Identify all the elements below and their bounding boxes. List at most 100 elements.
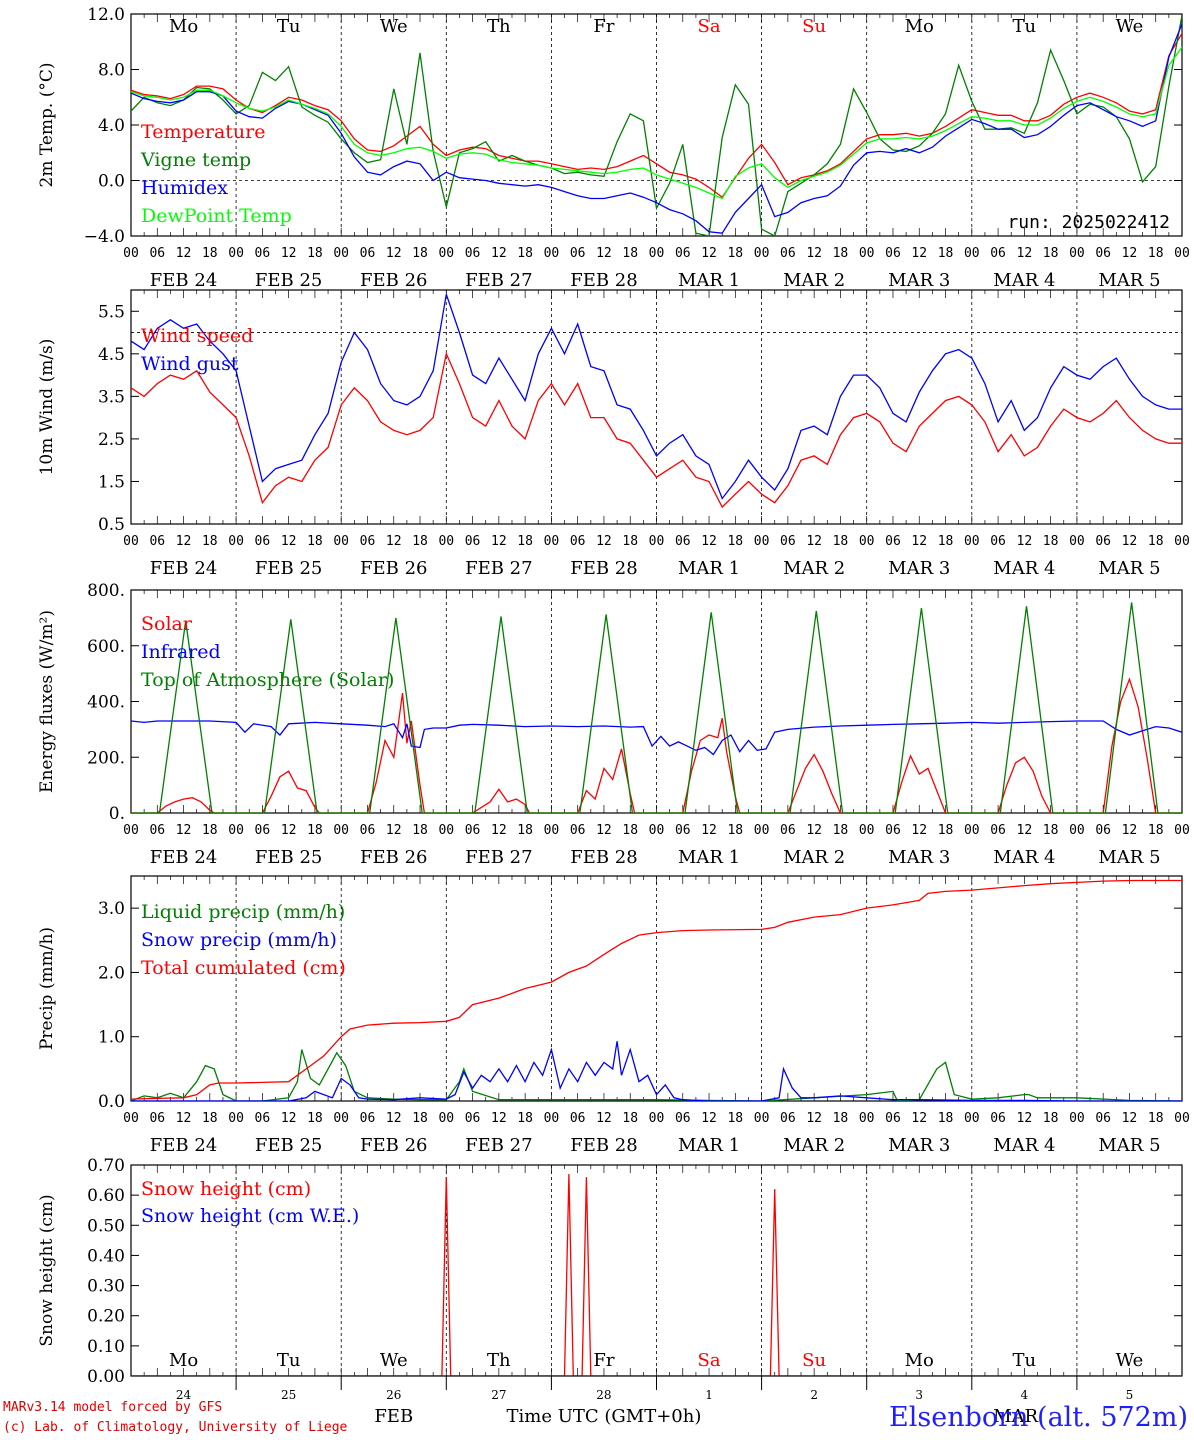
station-label: Elsenborn (alt. 572m)	[889, 1402, 1188, 1433]
hour-label: 06	[990, 823, 1006, 838]
date-label: FEB 24	[150, 270, 217, 291]
y-tick-label: 800.	[87, 581, 125, 601]
y-tick-label: 2.0	[98, 963, 125, 983]
hour-label: 12	[596, 823, 612, 838]
hour-label: 00	[649, 823, 665, 838]
hour-label: 18	[412, 1111, 428, 1126]
y-tick-label: 0.00	[87, 1367, 125, 1387]
model-credit: MARv3.14 model forced by GFS	[3, 1400, 223, 1415]
hour-label: 18	[1148, 823, 1164, 838]
y-tick-label: 200.	[87, 748, 125, 768]
date-label: MAR 4	[993, 558, 1055, 579]
hour-label: 06	[675, 823, 691, 838]
hour-label: 06	[990, 534, 1006, 549]
legend-temperature: Temperature	[141, 121, 265, 143]
hour-label: 00	[228, 823, 244, 838]
hour-label: 18	[202, 534, 218, 549]
hour-label: 18	[412, 246, 428, 261]
date-label: MAR 4	[993, 1135, 1055, 1156]
day-number: 26	[386, 1388, 401, 1402]
hour-label: 06	[255, 534, 271, 549]
hour-label: 06	[360, 1111, 376, 1126]
hour-label: 00	[859, 1111, 875, 1126]
y-tick-label: 4.5	[98, 345, 125, 365]
hour-label: 18	[622, 1111, 638, 1126]
date-label: FEB 26	[360, 558, 427, 579]
weekday-label: Th	[487, 1350, 511, 1371]
hour-label: 12	[1017, 823, 1033, 838]
legend-snow-height-cm-w-e: Snow height (cm W.E.)	[141, 1205, 359, 1227]
weekday-label: Tu	[1013, 16, 1037, 37]
date-label: MAR 4	[993, 270, 1055, 291]
hour-label: 18	[622, 246, 638, 261]
series-wind-speed	[131, 351, 1182, 509]
hour-label: 18	[833, 246, 849, 261]
hour-label: 12	[1122, 823, 1138, 838]
hour-label: 00	[123, 246, 139, 261]
hour-label: 12	[701, 823, 717, 838]
hour-label: 18	[517, 823, 533, 838]
hour-label: 06	[149, 534, 165, 549]
legend-wind-gust: Wind gust	[141, 353, 239, 375]
hour-label: 00	[333, 534, 349, 549]
hour-label: 12	[596, 246, 612, 261]
y-tick-label: 600.	[87, 637, 125, 657]
legend-humidex: Humidex	[141, 177, 228, 199]
hour-label: 06	[360, 823, 376, 838]
hour-label: 12	[701, 534, 717, 549]
hour-label: 18	[727, 246, 743, 261]
hour-label: 12	[806, 246, 822, 261]
hour-label: 12	[386, 246, 402, 261]
panel-2: 0.5 1.5 2.5 3.5 4.5 5.5 10m Wind (m/s) 00 06 12 18…	[37, 289, 1190, 579]
legend-top-of-atmosphere-solar: Top of Atmosphere (Solar)	[141, 669, 394, 691]
date-label: FEB 26	[360, 1135, 427, 1156]
y-tick-label: 0.30	[87, 1277, 125, 1297]
weekday-label: We	[1116, 16, 1144, 37]
month-label-mar: MAR	[993, 1406, 1038, 1427]
date-label: MAR 5	[1098, 847, 1160, 868]
y-tick-label: 12.0	[87, 5, 125, 25]
hour-label: 18	[307, 823, 323, 838]
hour-label: 18	[938, 246, 954, 261]
hour-label: 12	[281, 1111, 297, 1126]
hour-label: 00	[1069, 246, 1085, 261]
series-total-cumulated-cm	[131, 879, 1182, 1100]
hour-label: 12	[281, 823, 297, 838]
hour-label: 12	[806, 823, 822, 838]
hour-label: 12	[1017, 246, 1033, 261]
hour-label: 00	[123, 534, 139, 549]
date-label: FEB 27	[465, 270, 532, 291]
date-label: MAR 3	[888, 558, 950, 579]
hour-label: 06	[570, 823, 586, 838]
legend-solar: Solar	[141, 613, 193, 635]
hour-label: 06	[149, 1111, 165, 1126]
y-tick-label: 3.5	[98, 387, 125, 407]
hour-label: 18	[727, 534, 743, 549]
weekday-label: Mo	[905, 1350, 934, 1371]
hour-label: 06	[149, 246, 165, 261]
hour-label: 18	[202, 246, 218, 261]
weekday-label: We	[380, 16, 408, 37]
hour-label: 06	[780, 823, 796, 838]
hour-label: 18	[1043, 534, 1059, 549]
hour-label: 06	[990, 1111, 1006, 1126]
date-label: FEB 25	[255, 558, 322, 579]
date-label: MAR 1	[678, 847, 740, 868]
hour-label: 06	[675, 534, 691, 549]
day-number: 5	[1126, 1388, 1134, 1402]
hour-label: 12	[491, 534, 507, 549]
hour-label: 06	[255, 823, 271, 838]
hour-label: 00	[649, 246, 665, 261]
y-tick-label: 0.	[109, 804, 125, 824]
hour-label: 00	[754, 246, 770, 261]
y-tick-label: 0.70	[87, 1156, 125, 1176]
y-tick-label: 0.50	[87, 1216, 125, 1236]
hour-label: 00	[438, 823, 454, 838]
hour-label: 18	[1043, 823, 1059, 838]
hour-label: 18	[412, 823, 428, 838]
hour-label: 00	[123, 823, 139, 838]
hour-label: 00	[754, 823, 770, 838]
hour-label: 06	[465, 246, 481, 261]
hour-label: 00	[964, 246, 980, 261]
